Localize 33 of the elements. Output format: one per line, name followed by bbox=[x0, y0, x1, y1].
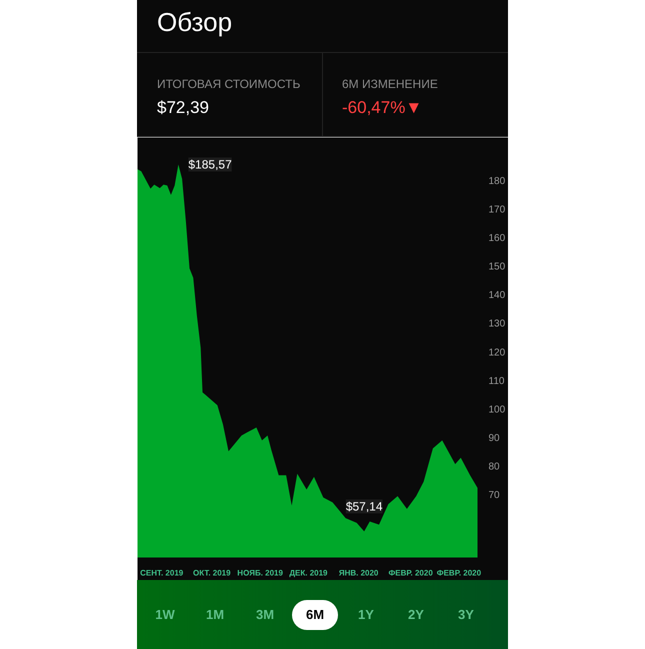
annotation: $185,57 bbox=[188, 157, 232, 172]
text: 1M bbox=[204, 606, 226, 624]
y-tick-label: 150 bbox=[488, 262, 506, 273]
x-tick-label: НОЯБ. 2019 bbox=[237, 568, 284, 578]
text: 1W bbox=[154, 606, 176, 624]
x-tick-label: ФЕВР. 2020 bbox=[436, 568, 482, 578]
text: 6M bbox=[292, 600, 338, 630]
text: 3Y bbox=[457, 606, 475, 624]
text: ИТОГОВАЯ СТОИМОСТЬ bbox=[157, 76, 300, 93]
y-tick-label: 140 bbox=[488, 290, 506, 302]
text: $72,39 bbox=[157, 97, 209, 119]
text: 3M bbox=[254, 606, 276, 624]
y-tick-label: 90 bbox=[488, 433, 500, 444]
x-tick-label: ОКТ. 2019 bbox=[193, 568, 232, 578]
y-tick-label: 100 bbox=[488, 404, 506, 416]
text: 1Y bbox=[357, 606, 375, 624]
y-tick-label: 80 bbox=[488, 462, 500, 473]
y-tick-label: 120 bbox=[488, 347, 506, 358]
x-tick-label: ЯНВ. 2020 bbox=[338, 568, 379, 578]
text: 2Y bbox=[407, 606, 425, 624]
x-tick-label: ФЕВР. 2020 bbox=[388, 568, 434, 578]
annotation: $57,14 bbox=[346, 499, 383, 514]
text: -60,47%▼ bbox=[342, 97, 422, 119]
text: 6M ИЗМЕНЕНИЕ bbox=[342, 76, 438, 93]
y-tick-label: 180 bbox=[488, 176, 506, 187]
chart-title: Обзор bbox=[157, 6, 232, 39]
y-tick-label: 70 bbox=[488, 490, 500, 502]
y-tick-label: 160 bbox=[488, 233, 506, 244]
y-tick-label: 110 bbox=[488, 376, 505, 387]
y-tick-label: 130 bbox=[488, 318, 506, 330]
x-tick-label: СЕНТ. 2019 bbox=[140, 568, 184, 578]
y-tick-label: 170 bbox=[488, 204, 506, 216]
x-tick-label: ДЕК. 2019 bbox=[289, 568, 328, 578]
